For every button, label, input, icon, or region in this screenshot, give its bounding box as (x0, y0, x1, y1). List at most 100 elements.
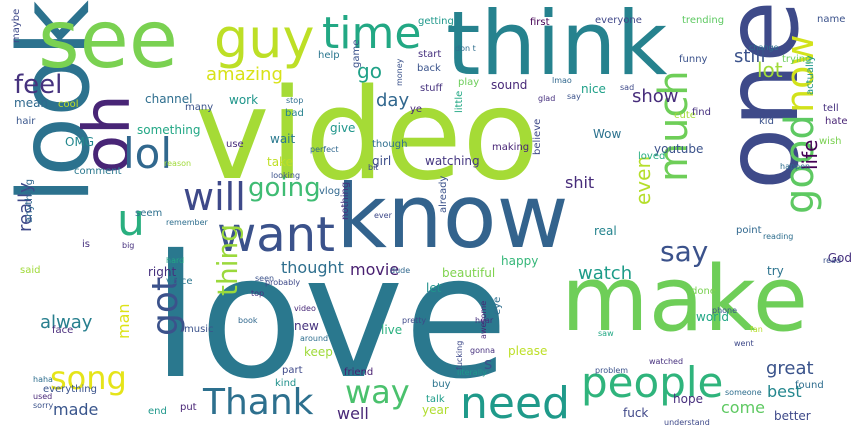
cloud-word: done (691, 286, 716, 297)
cloud-word: Wow (593, 127, 622, 141)
cloud-word: thought (281, 258, 344, 277)
cloud-word: point (736, 225, 762, 236)
cloud-word: found (795, 380, 824, 391)
cloud-word: year (422, 403, 449, 417)
cloud-word: little (454, 90, 465, 113)
cloud-word: making (492, 142, 530, 153)
cloud-word: youtube (654, 142, 704, 156)
cloud-word: world (696, 310, 730, 324)
cloud-word: new (294, 319, 319, 333)
cloud-word: glad (538, 94, 556, 103)
cloud-word: sound (491, 78, 528, 92)
cloud-word: lot (757, 58, 783, 82)
cloud-word: getting (418, 16, 454, 27)
cloud-word: lmao (552, 76, 572, 85)
cloud-word: perfect (310, 145, 339, 154)
cloud-word: best (767, 382, 802, 401)
cloud-word: stuff (420, 83, 443, 94)
cloud-word: God (827, 251, 852, 265)
cloud-word: talk (426, 394, 445, 405)
cloud-word: video (294, 304, 316, 313)
cloud-word: remember (166, 218, 208, 227)
cloud-word: seem (135, 208, 163, 219)
cloud-word: buy (432, 379, 451, 390)
cloud-word: made (53, 400, 99, 419)
cloud-word: cool (58, 99, 79, 110)
cloud-word: help (318, 50, 340, 61)
cloud-word: watch (578, 263, 633, 284)
cloud-word: well (337, 404, 369, 423)
cloud-word: beautiful (442, 266, 496, 280)
cloud-word: back (417, 63, 441, 74)
cloud-word: don t (455, 44, 476, 53)
cloud-word: let (426, 281, 442, 295)
cloud-word: reading (763, 232, 794, 241)
cloud-word: ever (374, 211, 392, 220)
cloud-word: first (530, 17, 550, 28)
cloud-word: time (322, 8, 422, 59)
cloud-word: funny (679, 54, 708, 65)
cloud-word: fucking (455, 340, 464, 370)
cloud-word: seen (255, 274, 275, 283)
cloud-word: already (438, 175, 449, 213)
cloud-word: big (122, 241, 135, 250)
cloud-word: game (351, 39, 362, 68)
cloud-word: pretty (402, 316, 427, 325)
cloud-word: even (631, 155, 655, 205)
cloud-word: OMG (65, 135, 95, 149)
cloud-word: dude (390, 266, 411, 275)
cloud-word: gonna (470, 346, 496, 355)
cloud-word: start (418, 49, 442, 60)
cloud-word: better (774, 409, 811, 423)
cloud-word: though (372, 139, 408, 150)
cloud-word: cute (674, 110, 696, 121)
cloud-word: haha (33, 375, 53, 384)
cloud-word: looking (271, 171, 301, 180)
cloud-word: wish (819, 136, 842, 147)
cloud-word: keep (304, 345, 333, 359)
cloud-word: bit (368, 163, 379, 172)
cloud-word: happen (780, 162, 811, 171)
cloud-word: eye (492, 296, 503, 315)
cloud-word: kid (759, 116, 774, 127)
cloud-word: need (460, 378, 570, 429)
cloud-word: phone (712, 306, 738, 315)
cloud-word: fan (750, 325, 763, 334)
cloud-word: live (381, 323, 403, 337)
cloud-word: around (300, 334, 329, 343)
cloud-word: said (20, 265, 41, 276)
cloud-word: problem (595, 366, 629, 375)
cloud-word: vlog (319, 186, 341, 197)
cloud-word: top (251, 289, 265, 298)
cloud-word: voice (166, 276, 193, 287)
cloud-word: will (183, 175, 246, 219)
cloud-word: shit (565, 173, 595, 192)
cloud-word: watched (649, 357, 684, 366)
cloud-word: music (184, 324, 214, 335)
cloud-word: bad (285, 108, 304, 119)
cloud-word: right (148, 265, 177, 279)
cloud-word: girl (372, 154, 392, 168)
cloud-word: still (734, 46, 766, 67)
cloud-word: hair (16, 116, 36, 127)
cloud-word: Thank (203, 382, 314, 423)
cloud-word: use (226, 139, 244, 150)
cloud-word: hear (475, 316, 494, 325)
cloud-word: go (357, 59, 382, 83)
cloud-word: probably (265, 278, 301, 287)
cloud-word: loved (638, 151, 666, 162)
cloud-word: something (137, 123, 201, 137)
cloud-word: want (217, 207, 335, 263)
cloud-word: comment (74, 166, 122, 177)
cloud-word: hope (673, 392, 703, 406)
cloud-word: trying (782, 54, 812, 65)
cloud-word: maybe (11, 8, 22, 43)
cloud-word: ye (410, 104, 423, 115)
cloud-word: money (395, 58, 404, 86)
cloud-word: man (114, 303, 133, 339)
cloud-word: day (376, 90, 410, 111)
cloud-word: sad (620, 83, 635, 92)
cloud-word: face (52, 325, 74, 336)
cloud-word: understand (664, 418, 710, 427)
